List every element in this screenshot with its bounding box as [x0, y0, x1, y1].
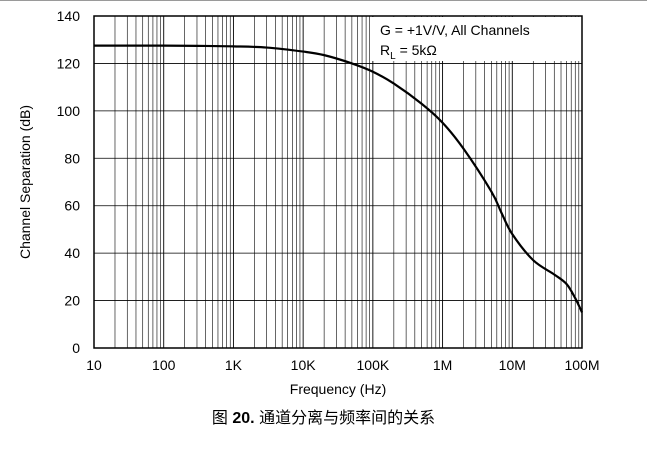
- y-tick-label: 60: [64, 198, 80, 214]
- x-tick-label: 1K: [225, 357, 243, 373]
- y-tick-label: 140: [57, 8, 81, 24]
- annotation-gain: G = +1V/V, All Channels: [380, 22, 530, 38]
- annotation-load-subscript: L: [390, 51, 396, 62]
- top-rule: [0, 0, 647, 1]
- x-axis-label: Frequency (Hz): [290, 381, 386, 397]
- x-tick-labels: 10 100 1K 10K 100K 1M 10M 100M: [86, 357, 599, 373]
- y-tick-label: 100: [57, 103, 81, 119]
- y-tick-label: 20: [64, 293, 80, 309]
- x-tick-label: 10: [86, 357, 102, 373]
- caption-number: 20.: [232, 410, 255, 427]
- y-tick-label: 80: [64, 150, 80, 166]
- y-tick-label: 120: [57, 55, 81, 71]
- caption-text: 通道分离与频率间的关系: [254, 410, 436, 427]
- y-tick-labels: 0 20 40 60 80 100 120 140: [57, 8, 81, 356]
- annotation-load-value: = 5kΩ: [396, 42, 437, 58]
- annotation-load: RL = 5kΩ: [380, 42, 437, 62]
- x-tick-label: 1M: [433, 357, 452, 373]
- caption-prefix: 图: [211, 410, 233, 427]
- figure-caption: 图 20. 通道分离与频率间的关系: [0, 404, 647, 428]
- x-tick-label: 10M: [499, 357, 526, 373]
- x-tick-label: 10K: [291, 357, 317, 373]
- plot-frame: [93, 15, 583, 349]
- y-tick-label: 40: [64, 245, 80, 261]
- y-tick-label: 0: [72, 340, 80, 356]
- x-tick-label: 100K: [357, 357, 390, 373]
- annotation-background: [372, 17, 581, 61]
- series-line: [94, 44, 583, 313]
- channel-separation-chart: G = +1V/V, All Channels RL = 5kΩ 10 100 1K…: [17, 8, 600, 397]
- annotation-box: G = +1V/V, All Channels RL = 5kΩ: [372, 17, 581, 62]
- annotation-load-r: R: [380, 42, 390, 58]
- chart-grid: [94, 16, 582, 348]
- x-tick-label: 100M: [564, 357, 599, 373]
- y-axis-label: Channel Separation (dB): [17, 105, 33, 259]
- x-tick-label: 100: [152, 357, 176, 373]
